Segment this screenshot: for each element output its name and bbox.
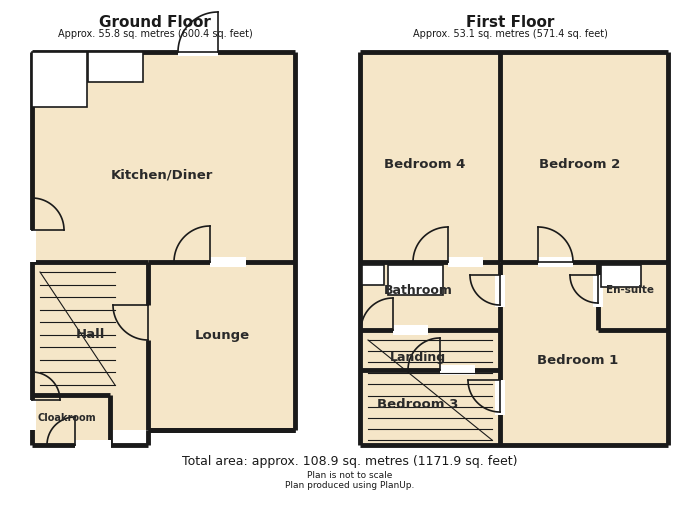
Bar (593, 275, 603, 307)
Text: Bedroom 3: Bedroom 3 (377, 399, 458, 411)
Bar (362, 265, 384, 285)
Bar (360, 262, 500, 330)
Text: Cloakroom: Cloakroom (38, 413, 97, 423)
Text: Approx. 53.1 sq. metres (571.4 sq. feet): Approx. 53.1 sq. metres (571.4 sq. feet) (412, 29, 608, 39)
Bar (26, 230, 36, 262)
Text: Total area: approx. 108.9 sq. metres (1171.9 sq. feet): Total area: approx. 108.9 sq. metres (11… (182, 456, 518, 468)
Bar (393, 325, 428, 335)
Text: Approx. 55.8 sq. metres (600.4 sq. feet): Approx. 55.8 sq. metres (600.4 sq. feet) (57, 29, 253, 39)
Bar (26, 400, 36, 430)
Bar (88, 52, 143, 82)
Text: Bedroom 1: Bedroom 1 (538, 353, 619, 366)
Text: Kitchen/Diner: Kitchen/Diner (111, 168, 214, 182)
Bar (75, 440, 111, 450)
Text: Lounge: Lounge (195, 328, 250, 342)
Bar (32, 52, 87, 107)
Bar (360, 330, 500, 445)
Bar (210, 257, 246, 267)
Bar (388, 265, 443, 295)
Text: Ground Floor: Ground Floor (99, 14, 211, 30)
Bar (32, 52, 295, 262)
Bar (598, 262, 668, 330)
Text: Plan is not to scale: Plan is not to scale (307, 470, 393, 479)
Text: Bedroom 2: Bedroom 2 (540, 158, 621, 172)
Text: Landing: Landing (390, 352, 446, 364)
Bar (500, 262, 668, 445)
Text: Bedroom 4: Bedroom 4 (384, 158, 466, 172)
Bar (32, 395, 110, 445)
Bar (500, 52, 668, 262)
Text: Hall: Hall (76, 328, 105, 342)
Bar (360, 52, 500, 262)
Bar (32, 262, 148, 430)
Bar (538, 257, 573, 267)
Bar (178, 46, 218, 56)
Bar (448, 257, 483, 267)
Bar (495, 275, 505, 307)
Bar (601, 265, 641, 287)
Bar (440, 365, 475, 375)
Text: En-suite: En-suite (606, 285, 654, 295)
Text: Bathroom: Bathroom (384, 284, 452, 297)
Bar (495, 380, 505, 415)
Text: First Floor: First Floor (466, 14, 554, 30)
Text: Plan produced using PlanUp.: Plan produced using PlanUp. (286, 482, 414, 491)
Bar (148, 262, 295, 430)
